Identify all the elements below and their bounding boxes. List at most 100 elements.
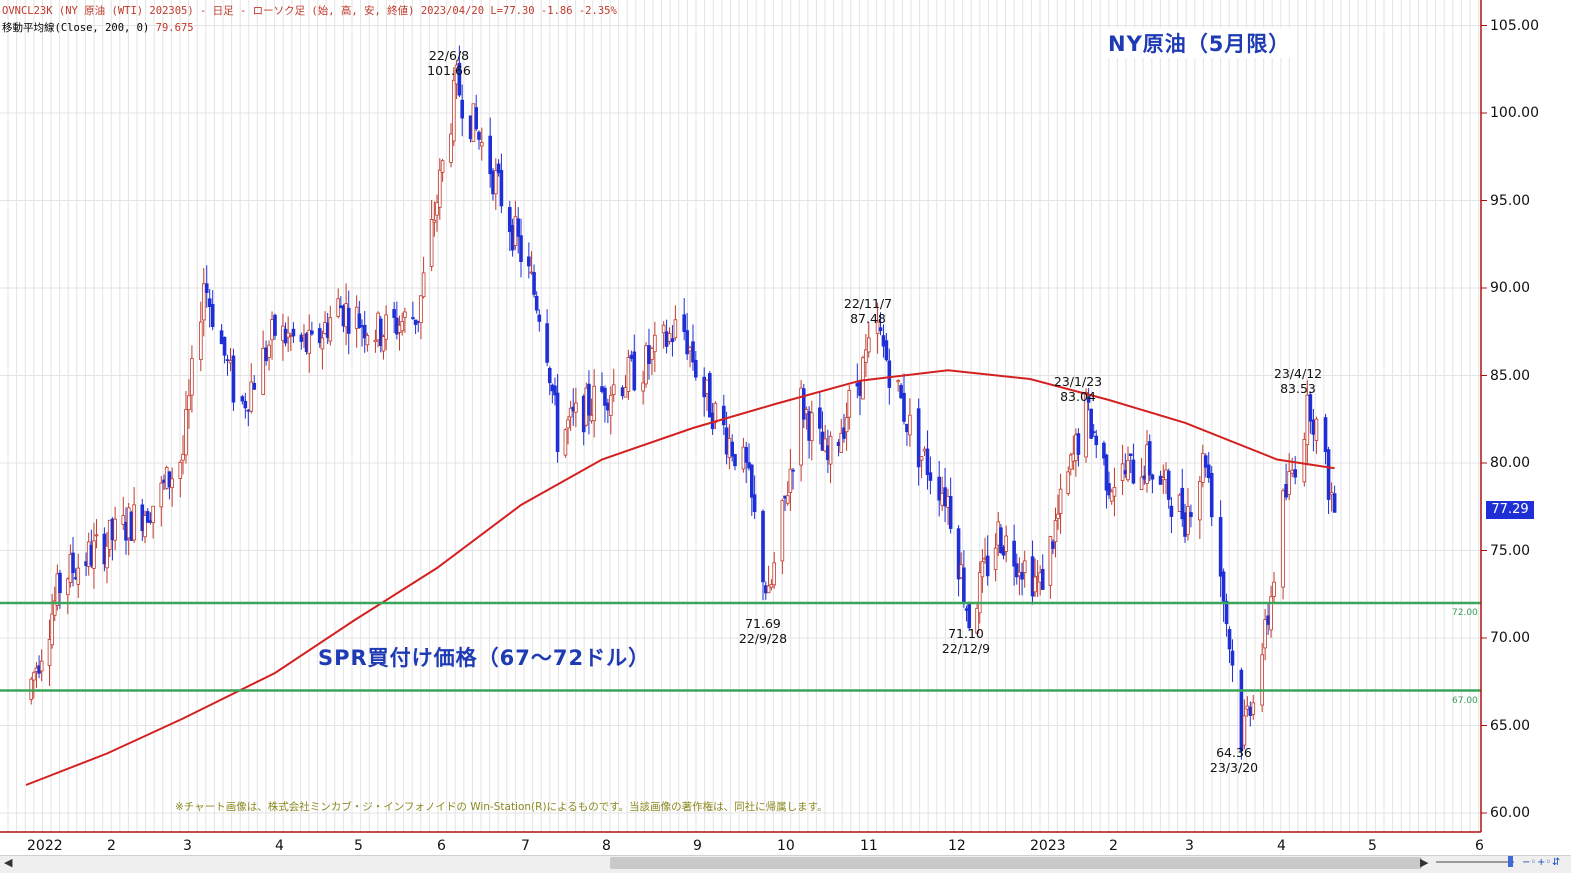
x-tick-label: 2022 — [27, 838, 63, 854]
candle-body — [727, 438, 732, 459]
candle — [1033, 558, 1037, 597]
candle — [647, 328, 651, 380]
candle — [1020, 562, 1024, 596]
candle — [818, 390, 822, 445]
candle — [249, 363, 254, 414]
scrollbar-thumb[interactable] — [610, 857, 1422, 869]
candle — [231, 348, 236, 411]
candle — [1230, 639, 1235, 683]
candle — [919, 456, 924, 479]
candle — [1186, 487, 1190, 541]
annotation-23-4-12: 23/4/12 83.53 — [1274, 366, 1322, 396]
candle-body — [346, 307, 351, 334]
chevron-left-icon[interactable]: ◀ — [4, 856, 13, 869]
candle-body — [491, 170, 495, 195]
candle — [1014, 553, 1019, 585]
candle-body — [844, 417, 849, 433]
chevron-right-icon[interactable]: ▶ — [1420, 856, 1429, 869]
zoom-in-icon[interactable]: +◦ — [1537, 857, 1552, 868]
expand-icon[interactable]: ⇵ — [1552, 857, 1561, 868]
candle — [1266, 603, 1270, 635]
candle-body — [993, 547, 998, 570]
candle — [381, 334, 386, 360]
candle — [1198, 475, 1202, 539]
candle-body — [1269, 596, 1273, 631]
candle-body — [1076, 433, 1081, 455]
candle — [730, 434, 734, 462]
candle-body — [667, 333, 672, 342]
candle-body — [471, 103, 476, 142]
annotation-date: 22/12/9 — [941, 641, 991, 656]
candle-body — [1014, 563, 1019, 578]
candle-body — [1305, 394, 1310, 446]
candle — [181, 435, 185, 475]
candle-body — [435, 202, 439, 216]
candle — [477, 130, 481, 150]
candle — [225, 354, 230, 376]
candle — [328, 305, 333, 346]
candle-body — [71, 552, 75, 574]
candle-body — [956, 528, 961, 580]
candle-body — [940, 492, 944, 506]
candle — [667, 327, 672, 345]
candle-body — [664, 331, 669, 347]
candle-body — [52, 600, 57, 616]
candle — [925, 430, 930, 490]
candle — [273, 313, 277, 340]
candle-body — [400, 321, 404, 332]
candle-body — [219, 330, 224, 345]
candle-body — [519, 235, 523, 262]
candle — [1084, 388, 1088, 463]
zoom-slider[interactable] — [1436, 861, 1514, 863]
candle — [688, 345, 692, 368]
candle — [1076, 428, 1081, 467]
candle-body — [682, 314, 686, 332]
candle — [437, 158, 442, 220]
candle-body — [1251, 702, 1256, 715]
candle-body — [685, 330, 689, 355]
candle — [752, 475, 757, 519]
candle-body — [58, 572, 62, 594]
candle — [449, 123, 453, 168]
candle-body — [516, 218, 520, 237]
candle-body — [429, 219, 434, 267]
candle-body — [493, 170, 498, 195]
candle-body — [1311, 419, 1316, 435]
candle-body — [1150, 474, 1155, 480]
candle-body — [881, 335, 886, 347]
candle — [471, 103, 476, 142]
candle-body — [310, 330, 314, 335]
candle — [750, 463, 754, 516]
candle — [378, 315, 383, 353]
candle-body — [1058, 488, 1063, 514]
candle-body — [373, 339, 378, 343]
candle-body — [925, 448, 930, 475]
candle-body — [744, 447, 748, 463]
candle-body — [204, 283, 209, 293]
zoom-out-icon[interactable]: −◦ — [1522, 857, 1537, 868]
candle — [143, 510, 147, 543]
candle — [1272, 571, 1276, 603]
x-tick-label: 6 — [1475, 838, 1484, 854]
zoom-slider-knob[interactable] — [1508, 856, 1513, 867]
x-tick-label: 5 — [1368, 838, 1377, 854]
candle — [1094, 429, 1099, 459]
candle-body — [691, 341, 695, 363]
chart-header-line: OVNCL23K (NY 原油 (WTI) 202305) - 日足 - ローソ… — [2, 5, 617, 17]
candle — [519, 218, 523, 278]
candle-body — [365, 335, 370, 346]
candle — [905, 423, 909, 446]
candle-body — [145, 511, 150, 523]
y-tick-label: 65.00 — [1490, 718, 1531, 734]
candle-body — [908, 414, 912, 436]
candle-body — [378, 318, 383, 346]
candle-body — [437, 169, 442, 208]
candle-body — [1290, 469, 1294, 474]
candle — [496, 159, 501, 177]
candle — [708, 370, 712, 418]
candle — [547, 366, 552, 396]
candle — [611, 368, 616, 402]
candle — [243, 392, 248, 419]
y-tick-label: 85.00 — [1490, 368, 1531, 384]
